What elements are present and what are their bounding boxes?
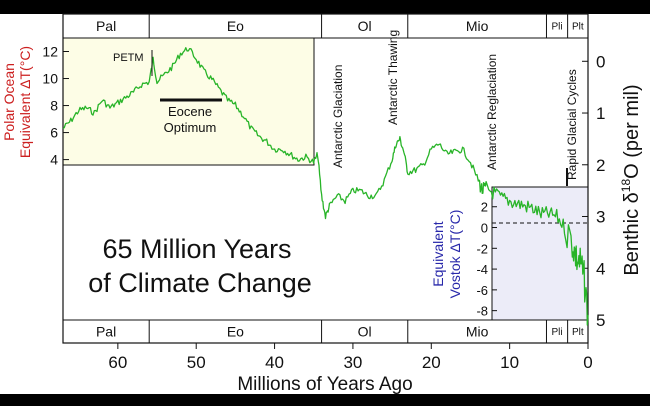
left-tick-label: 8 [50, 98, 58, 114]
epoch-label-pli: Pli [551, 327, 562, 338]
x-tick-label: 20 [422, 353, 441, 372]
chart-title-line2: of Climate Change [88, 268, 312, 298]
annotation-petm: PETM [113, 52, 144, 64]
epoch-label-ol: Ol [358, 18, 372, 34]
left-axis: 4 6 8 10 12 [42, 44, 69, 168]
right-axis-label: Benthic δ18O (per mil) [619, 84, 643, 275]
vostok-axis-label-line1: Equivalent [430, 221, 446, 286]
annotation-antarctic-glaciation: Antarctic Glaciation [331, 65, 345, 168]
right-tick-label: 2 [596, 156, 605, 175]
epoch-label-plt: Plt [572, 327, 584, 338]
left-tick-label: 10 [42, 71, 58, 87]
vostok-tick-label: -4 [476, 262, 488, 277]
vostok-tick-label: 0 [481, 221, 488, 236]
right-tick-label: 1 [596, 104, 605, 123]
right-axis-label-sup: 18 [619, 179, 633, 193]
left-tick-label: 4 [50, 152, 58, 168]
annotation-antarctic-reglaciation: Antarctic Reglaciation [485, 54, 499, 170]
annotation-antarctic-thawing: Antarctic Thawing [386, 30, 400, 125]
epoch-label-mio: Mio [466, 324, 489, 340]
left-axis-label-line1: Polar Ocean [1, 63, 17, 141]
epoch-label-ol: Ol [358, 324, 372, 340]
vostok-axis: 2 0 -2 -4 -6 -8 [476, 200, 497, 319]
right-tick-label: 5 [596, 311, 605, 330]
plot-frame [62, 13, 589, 344]
epoch-label-eo: Eo [227, 18, 244, 34]
epoch-label-eo: Eo [227, 324, 244, 340]
epoch-label-pal: Pal [96, 18, 116, 34]
epoch-bar-top: Pal Eo Ol Mio Pli Plt [62, 13, 589, 39]
x-tick-label: 40 [265, 353, 284, 372]
left-axis-label-line2: Equivalent ΔT(°C) [17, 46, 33, 158]
x-axis-label: Millions of Years Ago [237, 374, 412, 395]
right-tick-label: 3 [596, 208, 605, 227]
x-tick-label: 10 [500, 353, 519, 372]
vostok-tick-label: -2 [476, 241, 488, 256]
right-axis-label-main: Benthic δ [621, 192, 643, 275]
annotation-rapid-glacial-cycles: Rapid Glacial Cycles [565, 69, 579, 180]
epoch-label-mio: Mio [466, 18, 489, 34]
vostok-tick-label: -6 [476, 283, 488, 298]
chart-title-line1: 65 Million Years [102, 234, 291, 264]
right-axis: 0 1 2 3 4 5 [582, 52, 605, 330]
left-tick-label: 6 [50, 125, 58, 141]
epoch-label-pli: Pli [551, 22, 562, 33]
epoch-bar-frame [62, 319, 589, 344]
x-tick-label: 60 [108, 353, 127, 372]
eocene-optimum-line1: Eocene [168, 104, 212, 119]
eocene-optimum-line2: Optimum [164, 120, 217, 135]
epoch-label-plt: Plt [572, 22, 584, 33]
epoch-label-pal: Pal [96, 324, 116, 340]
x-tick-label: 50 [187, 353, 206, 372]
right-tick-label: 0 [596, 52, 605, 71]
vostok-tick-label: -8 [476, 304, 488, 319]
right-axis-label-end: O (per mil) [621, 84, 643, 178]
left-tick-label: 12 [42, 44, 58, 60]
x-tick-label: 30 [343, 353, 362, 372]
x-axis: 60 50 40 30 20 10 0 [108, 343, 593, 372]
vostok-tick-label: 2 [481, 200, 488, 215]
series-line-benthic-d18o [62, 47, 589, 326]
epoch-bar-bottom: Pal Eo Ol Mio Pli Plt [62, 319, 589, 344]
vostok-axis-label-line2: Vostok ΔT(°C) [447, 210, 463, 299]
epoch-bar-frame [62, 13, 589, 39]
right-tick-label: 4 [596, 259, 605, 278]
x-tick-label: 0 [583, 353, 592, 372]
